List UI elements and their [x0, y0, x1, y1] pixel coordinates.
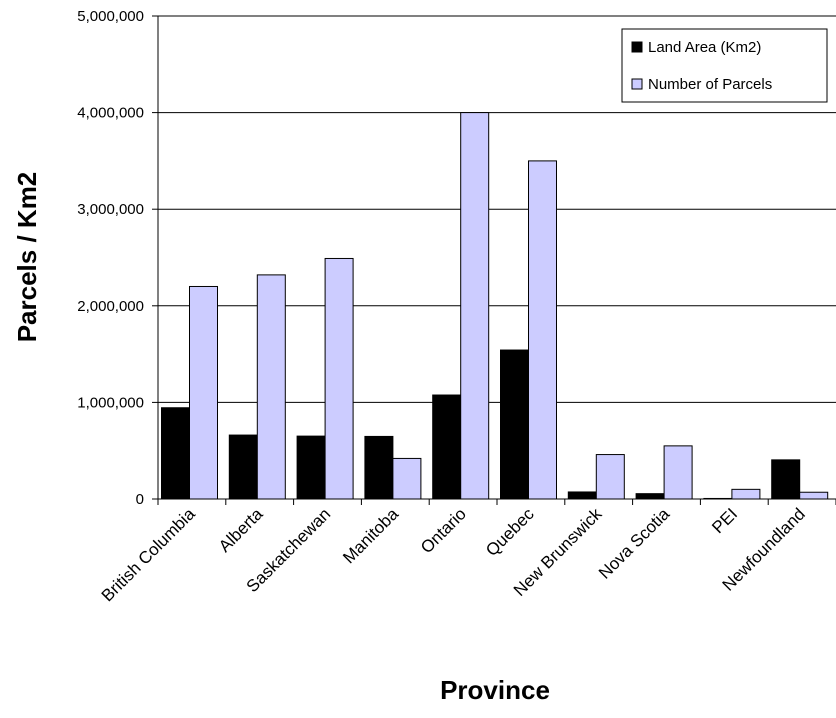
bar-number-of-parcels — [799, 491, 829, 500]
y-tick-label: 1,000,000 — [77, 394, 144, 411]
bar-land-area — [500, 349, 529, 500]
legend-swatch-number-of-parcels — [631, 78, 643, 90]
bars — [161, 112, 829, 500]
y-tick-label: 3,000,000 — [77, 201, 144, 218]
x-tick-label: Ontario — [417, 504, 470, 557]
legend-swatch-land-area — [631, 41, 643, 53]
bar-land-area — [364, 435, 394, 500]
x-tick-label: PEI — [708, 504, 741, 537]
bar-land-area — [228, 434, 258, 500]
bar-land-area — [635, 493, 665, 500]
bar-number-of-parcels — [731, 488, 761, 500]
x-tick-label: Nova Scotia — [595, 504, 674, 583]
bar-number-of-parcels — [189, 285, 218, 500]
y-tick-label: 5,000,000 — [77, 8, 144, 25]
x-tick-label: Manitoba — [339, 504, 402, 567]
axes — [152, 15, 836, 505]
bar-number-of-parcels — [460, 112, 490, 500]
bar-land-area — [771, 459, 801, 500]
bar-number-of-parcels — [663, 445, 693, 500]
bar-number-of-parcels — [595, 454, 625, 500]
legend-label-number-of-parcels: Number of Parcels — [648, 76, 772, 93]
bar-number-of-parcels — [324, 257, 354, 500]
y-tick-label: 4,000,000 — [77, 105, 144, 122]
bar-land-area — [567, 491, 597, 500]
y-tick-label: 0 — [136, 491, 144, 508]
legend-label-land-area: Land Area (Km2) — [648, 39, 761, 56]
bar-land-area — [296, 435, 326, 500]
legend-box — [621, 28, 828, 103]
legend: Land Area (Km2) Number of Parcels — [621, 28, 828, 103]
x-tick-label: British Columbia — [98, 504, 199, 605]
x-axis-title: Province — [440, 675, 550, 705]
bar-number-of-parcels — [392, 457, 422, 500]
y-axis-title: Parcels / Km2 — [12, 172, 42, 343]
x-tick-label: Quebec — [482, 504, 538, 560]
bar-land-area — [161, 407, 190, 500]
bar-land-area — [432, 394, 462, 500]
bar-number-of-parcels — [528, 160, 557, 500]
bar-number-of-parcels — [256, 274, 286, 500]
x-tick-label: Alberta — [215, 504, 267, 556]
y-tick-label: 2,000,000 — [77, 298, 144, 315]
y-tick-labels: 0 1,000,000 2,000,000 3,000,000 4,000,000 5,0… — [77, 8, 144, 508]
